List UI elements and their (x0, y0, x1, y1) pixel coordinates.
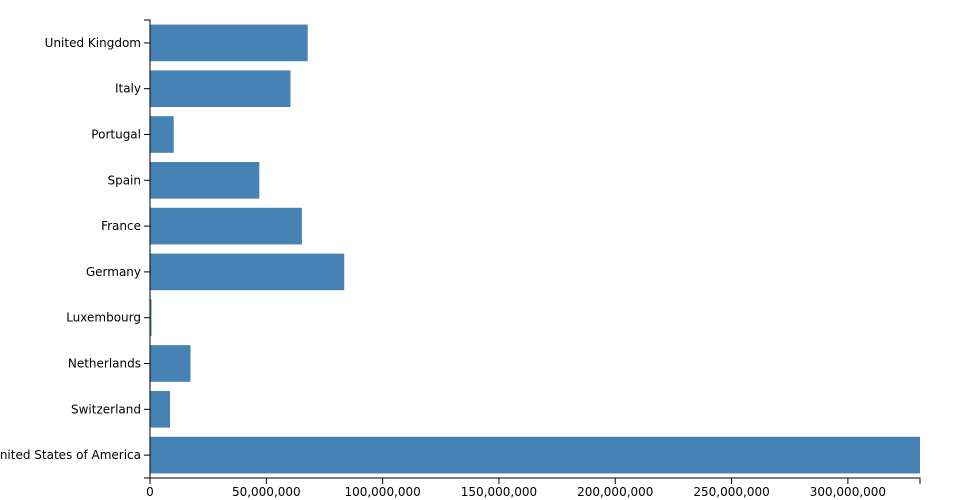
x-tick-label-4: 200,000,000 (577, 485, 653, 499)
bar-switzerland (150, 390, 171, 428)
bar-portugal (150, 116, 174, 153)
x-tick-label-1: 50,000,000 (232, 485, 301, 499)
x-tick-label-3: 150,000,000 (461, 485, 537, 499)
bar-netherlands (150, 345, 191, 382)
bar-italy (150, 70, 291, 108)
bar-united-kingdom (150, 24, 308, 62)
y-tick-label-italy: Italy (115, 82, 141, 96)
bars-group (150, 24, 920, 474)
y-tick-label-germany: Germany (86, 265, 141, 279)
x-axis-line (149, 477, 921, 484)
bar-united-states-of-america (150, 436, 920, 474)
bar-luxembourg (150, 299, 152, 337)
y-tick-label-luxembourg: Luxembourg (66, 311, 141, 325)
x-tick-label-2: 100,000,000 (344, 485, 420, 499)
y-tick-label-portugal: Portugal (91, 128, 141, 142)
y-tick-label-spain: Spain (107, 173, 141, 187)
bar-france (150, 207, 302, 245)
y-tick-label-united-states-of-america: United States of America (0, 448, 141, 462)
x-axis: 0 50,000,000 100,000,000 150,000,000 200,000… (146, 477, 921, 499)
y-tick-label-switzerland: Switzerland (71, 402, 141, 416)
y-tick-label-united-kingdom: United Kingdom (45, 36, 141, 50)
bar-spain (150, 161, 260, 199)
y-tick-label-france: France (101, 219, 141, 233)
x-tick-label-6: 300,000,000 (810, 485, 886, 499)
y-tick-label-netherlands: Netherlands (68, 357, 141, 371)
bar-germany (150, 253, 345, 291)
x-tick-label-0: 0 (146, 485, 154, 499)
y-axis-line (144, 19, 151, 479)
y-axis: United Kingdom Italy Portugal Spain France Ge… (0, 19, 151, 479)
x-tick-label-5: 250,000,000 (693, 485, 769, 499)
